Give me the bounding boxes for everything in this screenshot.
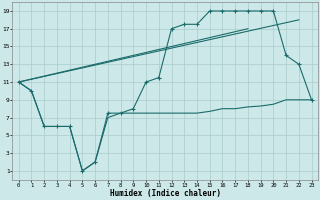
X-axis label: Humidex (Indice chaleur): Humidex (Indice chaleur) — [110, 189, 220, 198]
